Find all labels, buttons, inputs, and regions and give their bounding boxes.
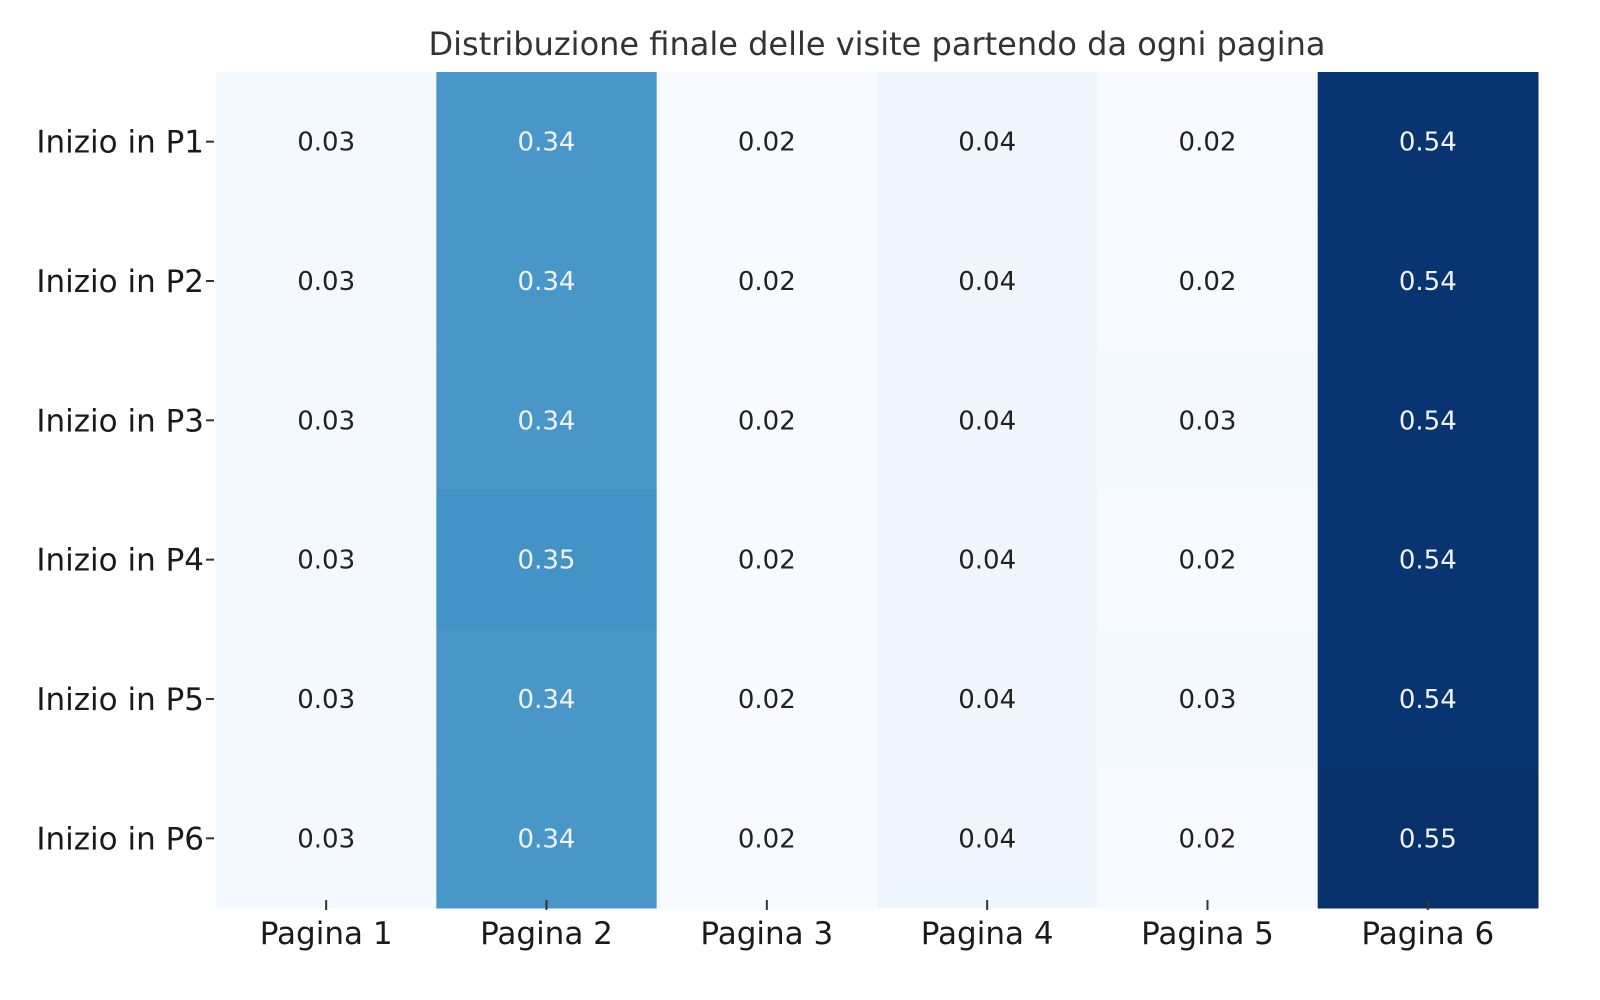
cell-value-label: 0.35: [518, 546, 576, 576]
y-tick-label: Inizio in P6: [36, 821, 204, 857]
heatmap-cell: [436, 72, 658, 212]
heatmap-cell: [656, 629, 878, 770]
heatmap-cell: [436, 350, 658, 491]
heatmap-cell: [877, 768, 1098, 909]
cell-value-label: 0.54: [1399, 546, 1457, 576]
cell-value-label: 0.04: [958, 406, 1016, 436]
x-tick-label: Pagina 4: [921, 916, 1054, 952]
heatmap-cell: [656, 211, 878, 352]
heatmap-cell: [656, 490, 878, 630]
cell-value-label: 0.02: [1179, 267, 1237, 297]
cell-value-label: 0.04: [958, 824, 1016, 854]
heatmap-cell: [1317, 211, 1539, 352]
heatmap-cell: [216, 72, 437, 212]
cell-value-label: 0.04: [958, 267, 1016, 297]
cell-value-label: 0.02: [738, 685, 796, 715]
y-tick-label: Inizio in P4: [36, 543, 204, 579]
heatmap-cell: [1097, 211, 1319, 352]
cell-value-label: 0.02: [1179, 546, 1237, 576]
cell-value-label: 0.54: [1399, 128, 1457, 158]
heatmap-cell: [656, 768, 878, 909]
chart-title: Distribuzione finale delle visite parten…: [428, 25, 1325, 63]
heatmap-cell: [216, 211, 437, 352]
cell-value-label: 0.03: [1179, 685, 1237, 715]
cell-value-label: 0.54: [1399, 406, 1457, 436]
cell-value-label: 0.03: [1179, 406, 1237, 436]
cell-value-label: 0.03: [297, 406, 355, 436]
heatmap-cell: [1097, 629, 1319, 770]
heatmap-cell: [656, 72, 878, 212]
x-tick-label: Pagina 5: [1141, 916, 1274, 952]
cell-value-label: 0.02: [738, 824, 796, 854]
x-tick-label: Pagina 2: [480, 916, 613, 952]
y-tick-label: Inizio in P1: [36, 125, 204, 161]
heatmap-cell: [436, 490, 658, 630]
heatmap-cell: [1097, 72, 1319, 212]
heatmap-cell: [216, 350, 437, 491]
cell-value-label: 0.03: [297, 824, 355, 854]
x-axis: Pagina 1 Pagina 2 Pagina 3 Pagina 4 Pagina 5…: [260, 900, 1494, 952]
cell-value-label: 0.04: [958, 128, 1016, 158]
heatmap-cells: 0.03 0.34 0.02 0.04 0.02 0.54 0.03 0.34 0.02 0.04…: [216, 72, 1539, 909]
y-axis: Inizio in P1 Inizio in P2 Inizio in P3 Iniz…: [36, 125, 214, 857]
heatmap-cell: [1317, 72, 1539, 212]
heatmap-cell: [877, 350, 1098, 491]
cell-value-label: 0.02: [738, 128, 796, 158]
y-tick-label: Inizio in P5: [36, 682, 204, 718]
heatmap-cell: [1097, 490, 1319, 630]
heatmap-cell: [877, 490, 1098, 630]
heatmap-cell: [1317, 350, 1539, 491]
cell-value-label: 0.02: [738, 267, 796, 297]
x-tick-label: Pagina 3: [700, 916, 833, 952]
heatmap-cell: [216, 490, 437, 630]
y-tick-label: Inizio in P3: [36, 403, 204, 439]
x-tick-label: Pagina 6: [1361, 916, 1494, 952]
cell-value-label: 0.04: [958, 685, 1016, 715]
cell-value-label: 0.54: [1399, 267, 1457, 297]
heatmap-cell: [436, 768, 658, 909]
heatmap-cell: [436, 211, 658, 352]
heatmap-cell: [877, 72, 1098, 212]
heatmap-cell: [1097, 768, 1319, 909]
cell-value-label: 0.02: [1179, 824, 1237, 854]
cell-value-label: 0.03: [297, 267, 355, 297]
heatmap-cell: [877, 629, 1098, 770]
heatmap-cell: [1317, 490, 1539, 630]
cell-value-label: 0.34: [518, 128, 576, 158]
cell-value-label: 0.02: [738, 546, 796, 576]
heatmap-cell: [656, 350, 878, 491]
y-tick-label: Inizio in P2: [36, 264, 204, 300]
cell-value-label: 0.03: [297, 685, 355, 715]
cell-value-label: 0.34: [518, 406, 576, 436]
heatmap-cell: [1317, 768, 1539, 909]
cell-value-label: 0.55: [1399, 824, 1457, 854]
x-tick-label: Pagina 1: [260, 916, 393, 952]
heatmap-cell: [216, 629, 437, 770]
heatmap-cell: [216, 768, 437, 909]
cell-value-label: 0.02: [1179, 128, 1237, 158]
heatmap-cell: [1097, 350, 1319, 491]
heatmap-cell: [436, 629, 658, 770]
cell-value-label: 0.03: [297, 546, 355, 576]
heatmap-cell: [877, 211, 1098, 352]
cell-value-label: 0.34: [518, 267, 576, 297]
cell-value-label: 0.34: [518, 824, 576, 854]
heatmap-cell: [1317, 629, 1539, 770]
cell-value-label: 0.02: [738, 406, 796, 436]
cell-value-label: 0.34: [518, 685, 576, 715]
cell-value-label: 0.54: [1399, 685, 1457, 715]
cell-value-label: 0.03: [297, 128, 355, 158]
cell-value-label: 0.04: [958, 546, 1016, 576]
